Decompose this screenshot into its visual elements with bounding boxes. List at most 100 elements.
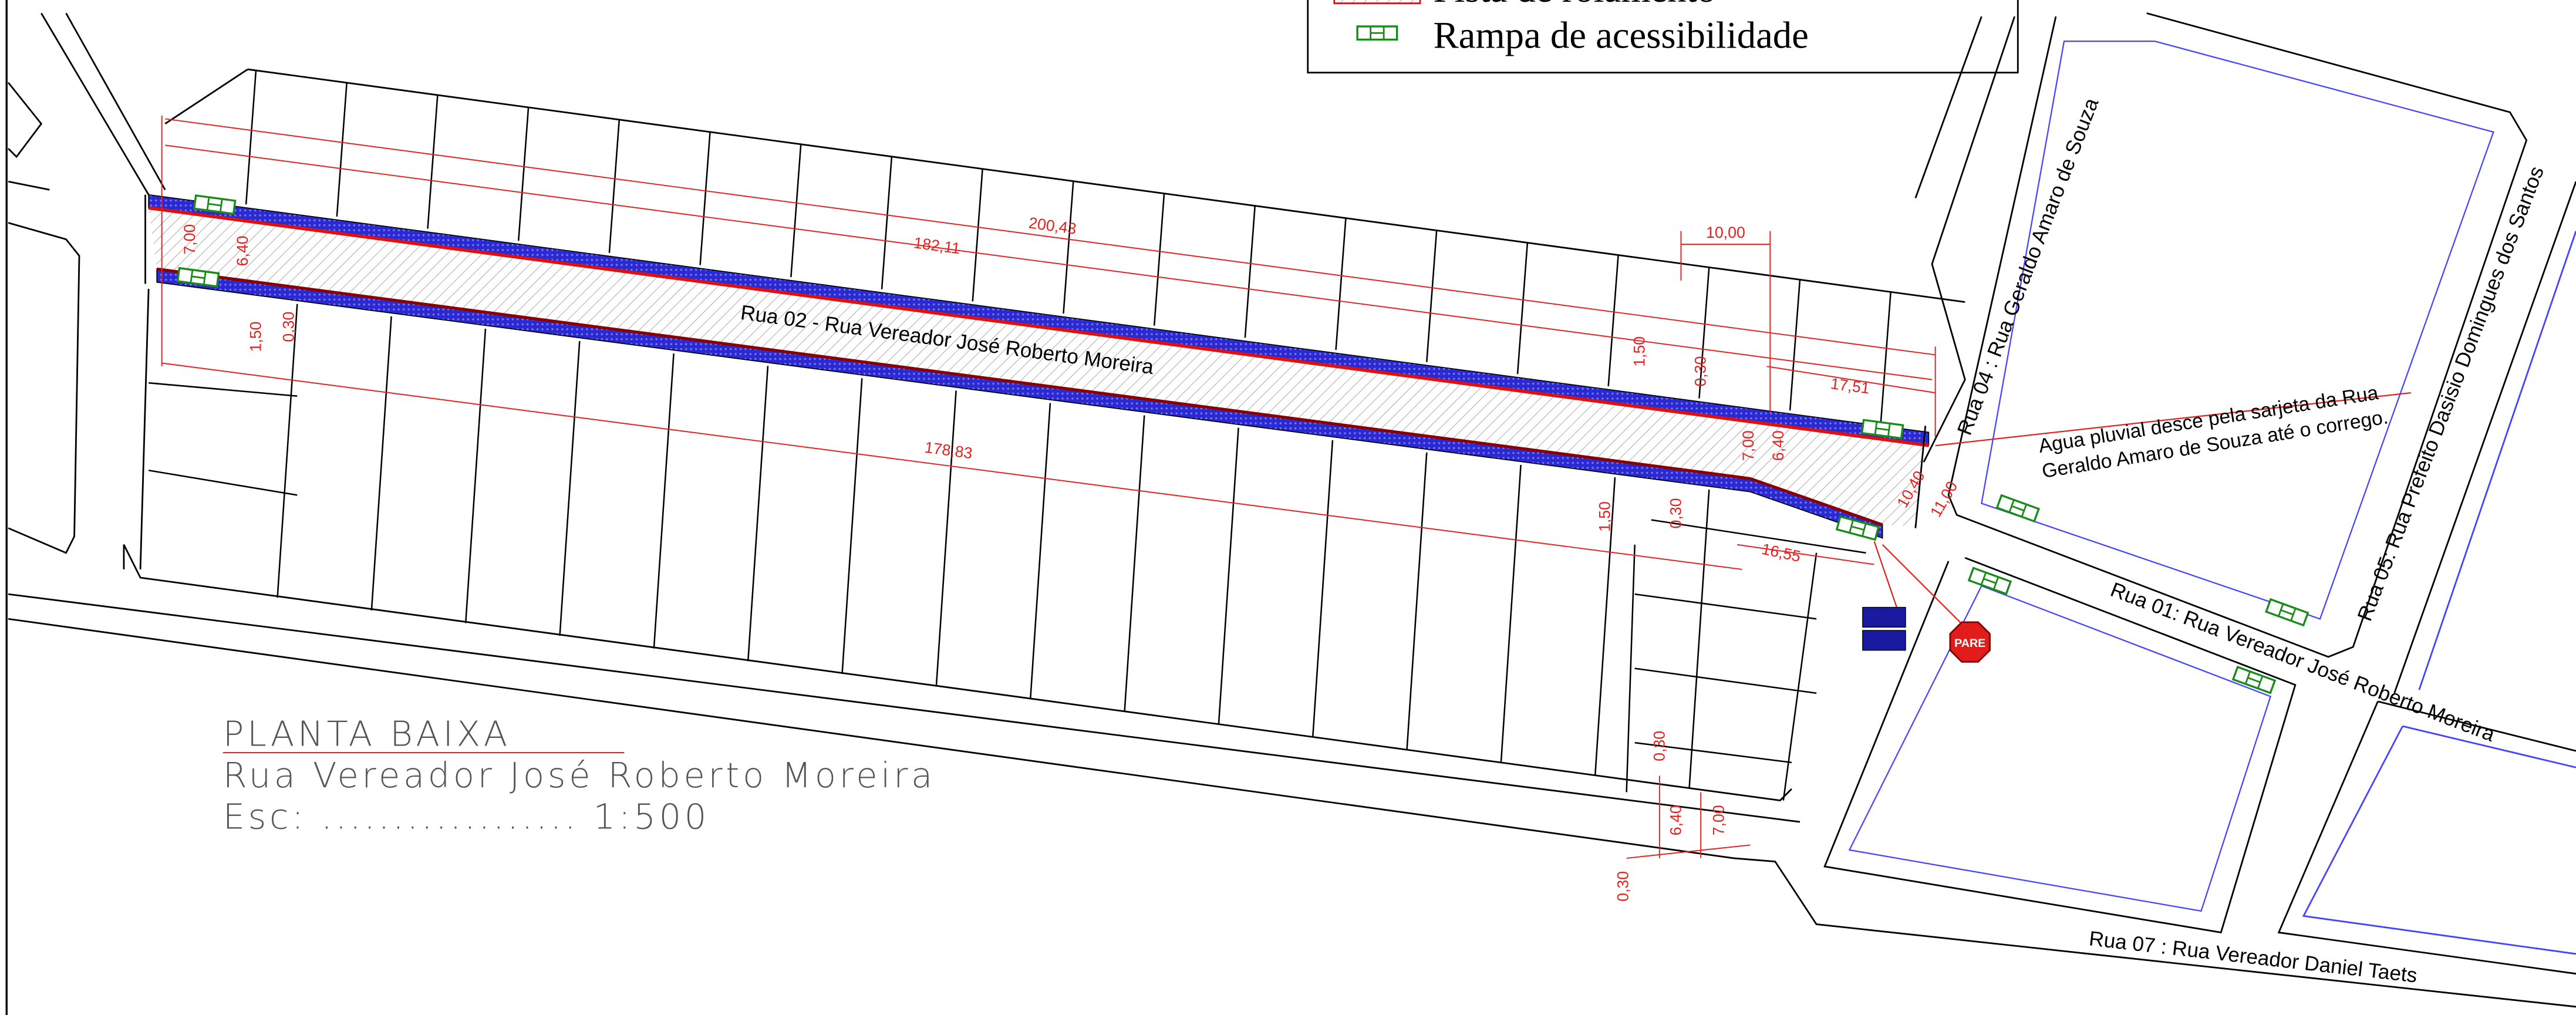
curb-line: [156, 267, 1883, 527]
dimension-line: [161, 362, 1742, 570]
ramp-bar: [2280, 609, 2294, 616]
ramp-icon: [1967, 566, 2012, 595]
ramp-bar: [2244, 671, 2251, 684]
lot-line: [245, 70, 257, 205]
ramp-icon: [1995, 494, 2040, 523]
block-edge: [1823, 557, 2297, 934]
road-edge: [65, 12, 166, 190]
ramp-icon: [1356, 25, 1398, 41]
dimension-label: 1,50: [1596, 501, 1613, 532]
street-sign: [1862, 630, 1906, 651]
lot-line: [1688, 490, 1710, 788]
ramp-bar: [208, 203, 222, 207]
road-edge: [1914, 16, 1982, 198]
dimension-label: 178,83: [923, 439, 973, 463]
lot-line: [1218, 427, 1239, 725]
ramp-bar: [1862, 523, 1867, 537]
lot-line: [1782, 552, 1818, 801]
lot-line: [370, 316, 392, 611]
lot-line: [336, 82, 348, 217]
lot-line: [1634, 741, 1792, 764]
ramp-icon: [193, 194, 237, 215]
lot-line: [972, 168, 983, 302]
road-edge: [2393, 181, 2576, 694]
dimension-label: 0,30: [1614, 871, 1631, 902]
road-edge: [2418, 231, 2576, 690]
lot-line: [1426, 230, 1438, 362]
lot-line: [277, 304, 298, 598]
ramp-bar: [1876, 427, 1889, 431]
dimension-label: 1,50: [247, 322, 264, 352]
lot-line: [935, 390, 957, 687]
dimension-line: [1737, 544, 1874, 565]
dimension-line: [165, 118, 1936, 356]
dimension-line: [1626, 844, 1751, 859]
lot-line: [1063, 181, 1074, 314]
stop-sign: [1949, 621, 1991, 663]
ramp-bar: [2021, 504, 2028, 517]
block-edge: [2378, 700, 2576, 752]
block-edge: [164, 68, 248, 125]
ramp-bar: [1851, 525, 1864, 531]
dimension-label: 16,55: [1760, 540, 1802, 565]
dimension-label: 6,40: [234, 235, 251, 266]
ramp-icon: [2265, 598, 2309, 627]
road-edge: [8, 618, 2576, 1008]
dimension-label: 1,50: [1631, 336, 1648, 367]
street-name: Rua 05: Rua Prefeito Dasisio Domingues d…: [2353, 163, 2548, 624]
block-inner: [2302, 726, 2576, 955]
lot-line: [747, 366, 769, 662]
dimension-label: 7,00: [1739, 430, 1757, 461]
lot-line: [1594, 477, 1616, 776]
ramp-icon: [2231, 666, 2277, 694]
block-edge: [139, 288, 150, 569]
block-inner: [1981, 41, 2494, 620]
lot-line: [1698, 267, 1710, 399]
sign-leader: [1882, 544, 1966, 628]
ramp-bar: [1983, 578, 1997, 584]
dimension-label: 0,30: [1667, 498, 1684, 528]
block-edge: [247, 68, 1965, 303]
dimension-label: 0,30: [1692, 356, 1710, 387]
road-edge: [8, 180, 50, 191]
lot-line: [1651, 519, 1866, 554]
drawing-subtitle: Rua Vereador José Roberto Moreira: [223, 755, 936, 795]
legend-label: Pista de rolamento: [1434, 0, 1716, 10]
dimension-label: 6,40: [1667, 805, 1684, 835]
lot-line: [1244, 205, 1256, 338]
lot-line: [881, 156, 893, 289]
block-edge: [1947, 12, 2528, 658]
ramp-bar: [2278, 603, 2284, 617]
dimension-line: [1766, 366, 1936, 394]
lot-line: [1311, 440, 1334, 738]
street-name: Rua 07 : Rua Vereador Daniel Taets: [2088, 927, 2419, 987]
lot-line: [1516, 242, 1529, 375]
block-edge: [2277, 701, 2576, 975]
ramp-bar: [2011, 505, 2025, 512]
lot-line: [841, 378, 863, 675]
sign-leader: [1873, 541, 1900, 615]
lot-line: [1626, 544, 1636, 793]
stop-sign-label: PARE: [1954, 637, 1985, 650]
lot-line: [149, 382, 298, 397]
curb-line: [148, 206, 1929, 447]
dimension-label: 0,30: [280, 312, 298, 342]
lot-line: [148, 469, 298, 496]
ramp-bar: [203, 271, 207, 285]
dimension-label: 6,40: [1769, 430, 1787, 461]
road-edge: [1923, 16, 2015, 463]
street-end: [1914, 426, 1927, 528]
ramp-bar: [191, 275, 205, 279]
block-inner: [1848, 585, 2272, 912]
dimension-label: 7,00: [1710, 805, 1728, 835]
lot-line: [1406, 452, 1428, 750]
lot-line: [1029, 403, 1051, 700]
lot-line: [1789, 279, 1801, 411]
ramp-bar: [2008, 500, 2015, 513]
ramp-icon: [1835, 515, 1880, 541]
lot-line: [790, 144, 802, 278]
dimension-line: [165, 144, 1933, 380]
legend-swatch: [1333, 0, 1421, 5]
dimension-label: 7,00: [181, 224, 198, 255]
